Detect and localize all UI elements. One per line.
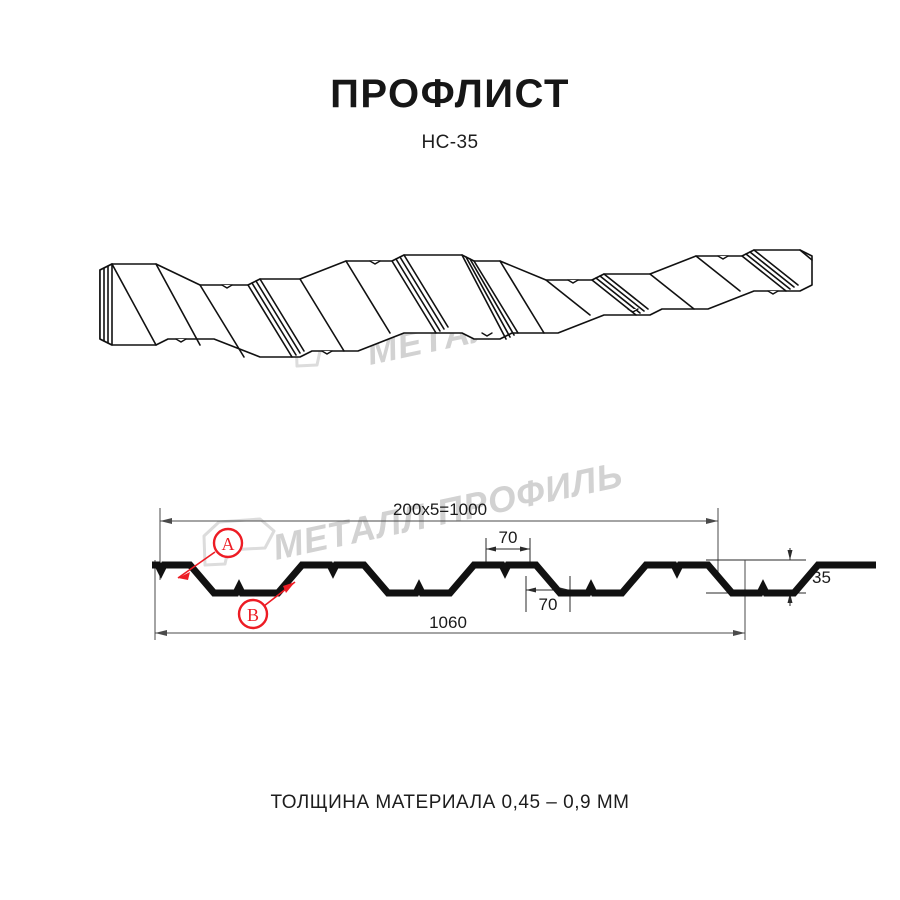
callout-marker-b[interactable]: B [237,581,296,630]
dimension-crest-width [485,538,531,566]
dimension-label-profile-height: 35 [812,568,831,587]
page-title: ПРОФЛИСТ [330,72,570,116]
dimension-label-overall-width: 1060 [429,613,467,632]
corrugated-sheet-iso [99,249,813,358]
dimension-label-pitch-total: 200x5=1000 [393,500,487,519]
dimension-label-crest-width: 70 [499,528,518,547]
cross-section-view: МЕТАЛЛ ПРОФИЛЬ 200x5=1000 70 [0,430,900,680]
callout-label-b: B [247,605,259,625]
callout-marker-a[interactable]: A [177,527,244,580]
dimension-label-trough-width: 70 [539,595,558,614]
page-footer: ТОЛЩИНА МАТЕРИАЛА 0,45 – 0,9 ММ [0,792,900,814]
page-header: ПРОФЛИСТ НС-35 [0,74,900,154]
profile-outline [152,561,876,597]
dimension-overall-width [154,560,746,640]
isometric-view: МЕТАЛЛ ПРОФИЛЬ [0,225,900,415]
material-thickness-note: ТОЛЩИНА МАТЕРИАЛА 0,45 – 0,9 ММ [270,792,630,813]
callout-label-a: A [222,534,235,554]
product-code: НС-35 [421,132,479,153]
